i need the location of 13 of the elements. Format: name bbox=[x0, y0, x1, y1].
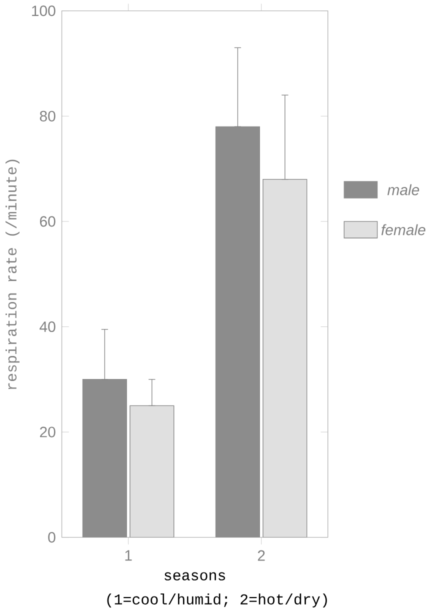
legend-label: female bbox=[381, 224, 426, 236]
y-tick-label: 40 bbox=[39, 321, 56, 332]
x-tick-label: 2 bbox=[258, 550, 265, 561]
x-tick-label: 1 bbox=[125, 550, 132, 561]
text: (1=cool/humid; 2=hot/dry) bbox=[107, 593, 327, 608]
legend-label: male bbox=[387, 184, 419, 196]
y-tick-label: 80 bbox=[40, 110, 56, 122]
x-axis-title: seasons bbox=[164, 572, 225, 580]
y-tick-label: 100 bbox=[32, 6, 56, 16]
y-tick-label: 0 bbox=[48, 532, 56, 543]
y-tick-label: 20 bbox=[40, 426, 56, 438]
y-tick-label: 60 bbox=[40, 216, 56, 227]
y-axis-title: respiration rate (/minute) bbox=[5, 160, 20, 390]
